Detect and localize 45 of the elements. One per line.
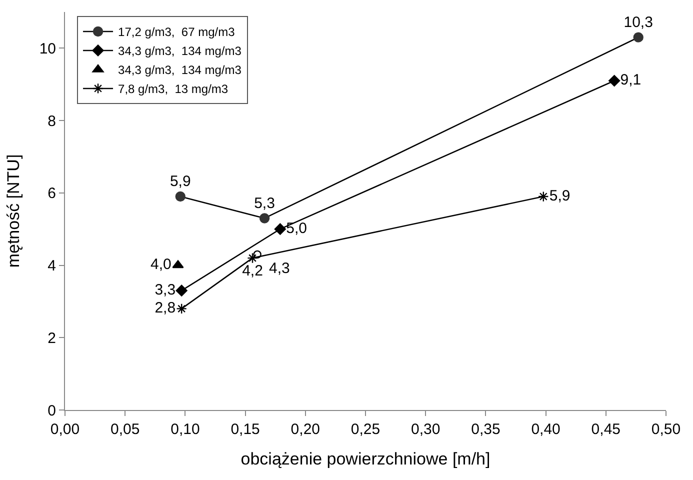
y-tick-label: 8 [48, 112, 56, 130]
legend-label: 34,3 g/m3, 134 mg/m3 [118, 44, 242, 58]
data-label: 4,0 [150, 256, 172, 274]
x-tick-label: 0,00 [50, 421, 80, 438]
y-tick-label: 10 [39, 40, 56, 58]
point [259, 213, 270, 224]
point [274, 223, 286, 235]
point [176, 303, 187, 314]
y-axis-title: mętność [NTU] [4, 154, 23, 268]
y-tick-label: 6 [48, 185, 56, 202]
x-tick-label: 0,35 [471, 421, 500, 438]
point [253, 250, 262, 259]
x-tick-label: 0,25 [350, 421, 380, 438]
legend-label: 34,3 g/m3, 134 mg/m3 [118, 63, 242, 78]
point [172, 260, 184, 268]
x-tick-label: 0,15 [230, 421, 260, 438]
x-tick-label: 0,40 [531, 421, 560, 438]
x-tick-label: 0,30 [411, 421, 440, 438]
point [175, 191, 186, 202]
data-label: 10,3 [624, 14, 653, 31]
data-label: 4,2 [242, 262, 263, 280]
point [633, 32, 644, 42]
data-label: 3,3 [154, 281, 176, 298]
data-label: 2,8 [154, 299, 176, 316]
data-label: 5,3 [254, 194, 275, 212]
point [538, 191, 549, 202]
y-tick-label: 4 [48, 258, 56, 275]
legend-label: 7,8 g/m3, 13 mg/m3 [118, 82, 228, 96]
data-label: 4,3 [269, 260, 290, 277]
data-label: 9,1 [620, 72, 642, 88]
x-tick-label: 0,45 [591, 421, 620, 438]
point [176, 284, 188, 296]
y-tick-label: 2 [48, 330, 56, 347]
x-tick-label: 0,50 [651, 421, 681, 438]
legend-label: 17,2 g/m3, 67 mg/m3 [118, 25, 236, 40]
data-label: 5,0 [286, 220, 308, 237]
x-tick-label: 0,10 [170, 421, 200, 438]
point [608, 74, 620, 87]
data-label: 5,9 [549, 187, 570, 204]
point [247, 252, 258, 264]
x-axis-title: obciążenie powierzchniowe [m/h] [240, 449, 490, 468]
data-label: 5,9 [170, 173, 191, 190]
x-tick-label: 0,05 [110, 421, 140, 438]
x-tick-label: 0,20 [290, 421, 320, 438]
y-tick-label: 0 [48, 402, 56, 420]
